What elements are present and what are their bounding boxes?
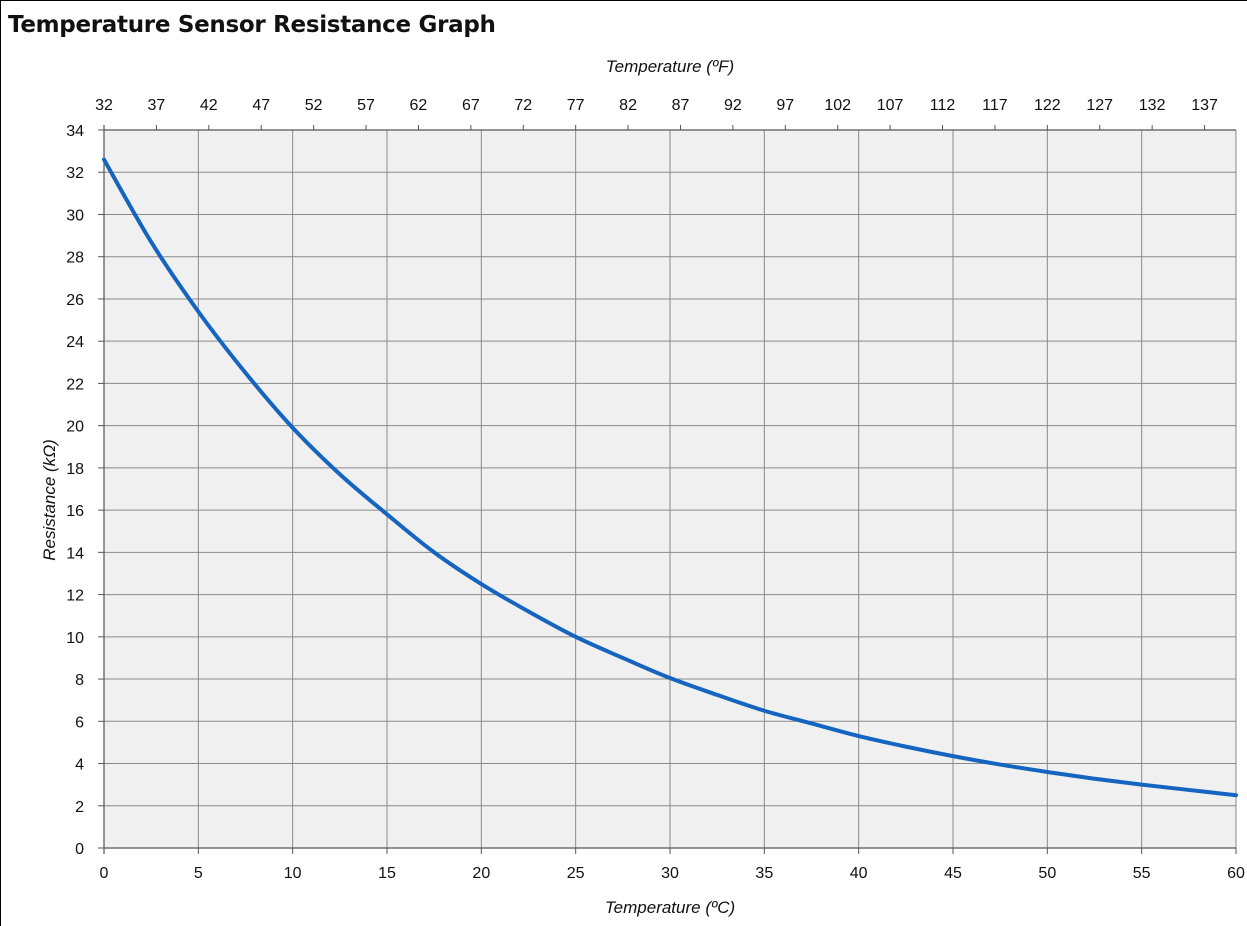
x-tick-label: 35 xyxy=(755,865,773,882)
top-tick-label: 37 xyxy=(148,97,166,114)
top-tick-label: 117 xyxy=(982,97,1008,114)
top-tick-label: 137 xyxy=(1191,97,1218,114)
top-tick-label: 57 xyxy=(357,97,375,114)
y-tick-label: 20 xyxy=(66,419,84,436)
x-tick-label: 0 xyxy=(100,865,109,882)
top-tick-label: 77 xyxy=(567,97,585,114)
x-tick-label: 20 xyxy=(472,865,490,882)
top-tick-label: 127 xyxy=(1086,97,1113,114)
top-tick-label: 102 xyxy=(824,97,851,114)
x-tick-label: 55 xyxy=(1133,865,1151,882)
x-tick-label: 10 xyxy=(284,865,302,882)
x-tick-label: 25 xyxy=(567,865,585,882)
top-tick-label: 97 xyxy=(776,97,794,114)
y-tick-label: 6 xyxy=(75,714,84,731)
y-tick-label: 16 xyxy=(66,503,84,520)
top-axis-label: Temperature (ºF) xyxy=(606,57,734,76)
y-tick-label: 4 xyxy=(75,757,84,774)
top-tick-label: 112 xyxy=(930,97,956,114)
frame-left-border xyxy=(0,0,1,926)
top-tick-label: 47 xyxy=(252,97,270,114)
x-tick-label: 60 xyxy=(1227,865,1245,882)
top-tick-label: 42 xyxy=(200,97,218,114)
top-tick-label: 87 xyxy=(672,97,690,114)
top-tick-label: 67 xyxy=(462,97,480,114)
frame-top-border xyxy=(0,0,1247,1)
y-tick-label: 10 xyxy=(66,630,84,647)
top-tick-label: 82 xyxy=(619,97,637,114)
top-tick-label: 122 xyxy=(1034,97,1061,114)
top-tick-label: 107 xyxy=(877,97,904,114)
y-tick-label: 24 xyxy=(66,334,84,351)
y-tick-label: 2 xyxy=(75,799,84,816)
y-tick-label: 0 xyxy=(75,841,84,858)
y-tick-label: 22 xyxy=(66,376,84,393)
chart-title: Temperature Sensor Resistance Graph xyxy=(8,12,496,38)
top-tick-label: 62 xyxy=(410,97,428,114)
top-tick-label: 132 xyxy=(1139,97,1166,114)
resistance-curve xyxy=(102,157,1238,798)
y-tick-label: 32 xyxy=(66,165,84,182)
y-tick-label: 28 xyxy=(66,250,84,267)
top-tick-label: 72 xyxy=(514,97,532,114)
x-tick-label: 5 xyxy=(194,865,203,882)
y-tick-label: 30 xyxy=(66,207,84,224)
x-tick-labels: 0 5 10 15 20 25 30 35 40 45 50 55 60 xyxy=(100,865,1245,882)
top-tick-label: 32 xyxy=(95,97,113,114)
y-tick-label: 12 xyxy=(66,588,84,605)
x-tick-label: 30 xyxy=(661,865,679,882)
y-tick-label: 18 xyxy=(66,461,84,478)
top-tick-labels: 32 37 42 47 52 57 62 67 72 77 82 87 92 97 102 107 112 117… xyxy=(95,97,1218,114)
y-tick-label: 14 xyxy=(66,545,84,562)
y-tick-label: 8 xyxy=(75,672,84,689)
axes xyxy=(98,125,1237,854)
y-tick-label: 34 xyxy=(66,123,84,140)
y-axis-label: Resistance (kΩ) xyxy=(40,439,59,561)
x-tick-label: 15 xyxy=(378,865,396,882)
x-tick-label: 50 xyxy=(1038,865,1056,882)
top-tick-label: 92 xyxy=(724,97,742,114)
x-tick-label: 40 xyxy=(850,865,868,882)
x-tick-label: 45 xyxy=(944,865,962,882)
y-tick-label: 26 xyxy=(66,292,84,309)
x-axis-label: Temperature (ºC) xyxy=(605,898,735,917)
top-tick-label: 52 xyxy=(305,97,323,114)
